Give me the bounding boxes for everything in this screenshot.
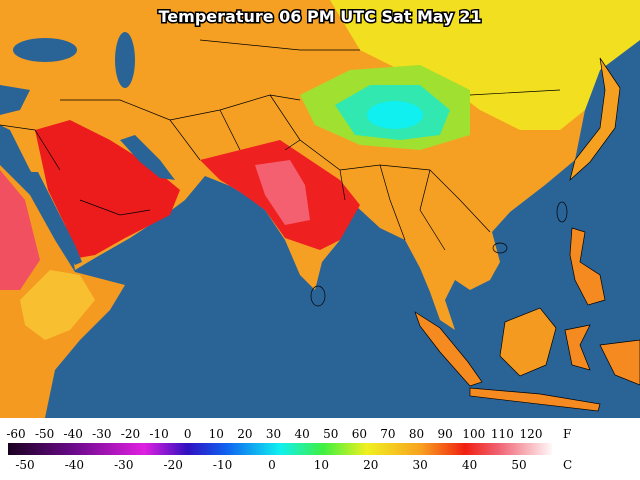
scale-tick-label: 10 [209,427,224,441]
sea-med [0,85,30,115]
scale-tick-label: 20 [363,458,378,472]
philippines [569,227,606,306]
hot-africa [0,170,40,290]
borders [0,39,561,251]
sea-black [13,38,77,62]
scale-tick-label: -10 [213,458,232,472]
sumatra [414,311,483,387]
scale-tick-label: 30 [266,427,281,441]
scale-tick-label: 50 [323,427,338,441]
borneo [499,307,557,377]
scale-tick-label: -60 [6,427,25,441]
scale-tick-label: -50 [35,427,54,441]
scale-tick-label: 30 [413,458,428,472]
sea-gulf [120,135,175,180]
scale-tick-label: 100 [462,427,485,441]
scale-tick-label: 80 [409,427,424,441]
scale-tick-label: -30 [92,427,111,441]
warm-horn [20,270,95,340]
map [0,0,640,418]
sea-red [30,172,82,265]
scale-tick-label: 10 [314,458,329,472]
scale-tick-label: 120 [520,427,543,441]
scale-tick-label: 0 [268,458,276,472]
color-scale [8,443,552,455]
hainan [492,242,508,254]
scale-tick-label: 20 [237,427,252,441]
scale-tick-label: 0 [184,427,192,441]
scale-tick-label: -20 [164,458,183,472]
scale-tick-label: -10 [149,427,168,441]
hot-arabia [35,120,180,258]
scale-tick-label: 50 [511,458,526,472]
sri-lanka [310,285,326,307]
unit-label: F [563,427,571,441]
scale-tick-label: -40 [65,458,84,472]
scale-tick-label: -30 [114,458,133,472]
scale-tick-label: 40 [462,458,477,472]
map-title: Temperature 06 PM UTC Sat May 21 [159,7,482,26]
java [469,387,601,412]
hot-pink [255,160,310,225]
scale-tick-label: 110 [491,427,514,441]
scale-tick-label: -20 [121,427,140,441]
cold-core [367,101,423,129]
cool-north [330,0,640,130]
scale-tick-label: -50 [15,458,34,472]
scale-tick-label: 90 [438,427,453,441]
new-guinea [599,339,640,386]
unit-label: C [563,458,572,472]
scale-tick-label: 60 [352,427,367,441]
japan [569,57,621,182]
sulawesi [564,324,591,371]
scale-tick-label: -40 [64,427,83,441]
taiwan [556,201,568,223]
scale-tick-label: 70 [380,427,395,441]
scale-tick-label: 40 [294,427,309,441]
sea-caspian [115,32,135,88]
